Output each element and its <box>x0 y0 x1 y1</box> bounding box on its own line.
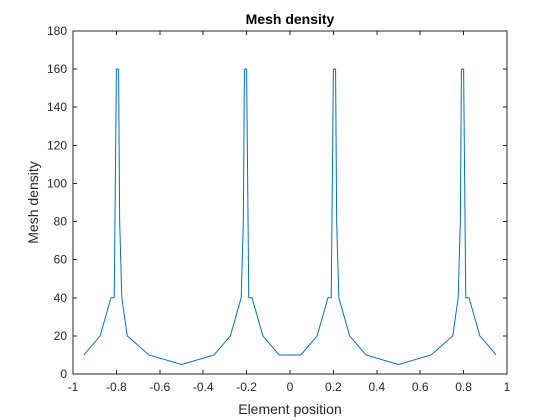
chart-title: Mesh density <box>246 11 335 27</box>
y-tick-label: 40 <box>54 291 68 305</box>
y-tick-label: 140 <box>47 100 67 114</box>
y-axis-label: Mesh density <box>25 161 41 243</box>
y-tick-label: 60 <box>54 253 68 267</box>
x-tick-label: 0.2 <box>325 380 342 394</box>
x-tick-label: -0.8 <box>106 380 127 394</box>
x-tick-label: -0.2 <box>236 380 257 394</box>
series-line-1 <box>83 68 497 365</box>
series-layer <box>83 68 497 365</box>
ticks-layer: -1 -0.8 -0.6 -0.4 -0.2 0 0.2 0.4 0.6 0.8 1 0 20 40 60 8… <box>47 24 511 394</box>
x-tick-label: 0.8 <box>455 380 472 394</box>
y-tick-label: 80 <box>54 215 68 229</box>
y-tick-label: 160 <box>47 62 67 76</box>
y-tick-label: 100 <box>47 176 67 190</box>
x-tick-label: -0.4 <box>193 380 214 394</box>
x-tick-label: 0 <box>287 380 294 394</box>
x-tick-label: -1 <box>68 380 79 394</box>
x-tick-label: 1 <box>504 380 511 394</box>
x-tick-label: 0.4 <box>368 380 385 394</box>
y-tick-label: 180 <box>47 24 67 38</box>
y-tick-label: 20 <box>54 329 68 343</box>
x-tick-label: -0.6 <box>149 380 170 394</box>
x-tick-label: 0.6 <box>412 380 429 394</box>
x-axis-label: Element position <box>238 401 342 417</box>
plot-area <box>73 31 507 374</box>
y-tick-label: 0 <box>60 367 67 381</box>
y-tick-label: 120 <box>47 138 67 152</box>
